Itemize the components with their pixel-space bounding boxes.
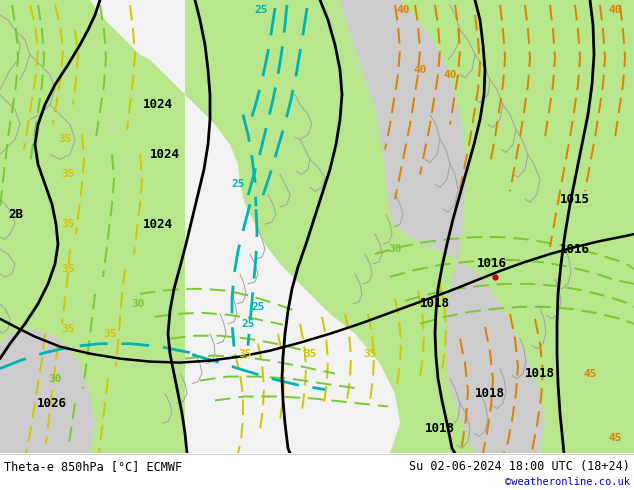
Text: 1024: 1024 bbox=[143, 218, 173, 231]
Text: 1018: 1018 bbox=[420, 297, 450, 310]
Text: 1015: 1015 bbox=[560, 193, 590, 206]
Text: 40: 40 bbox=[443, 70, 456, 80]
Text: 1018: 1018 bbox=[475, 387, 505, 400]
Polygon shape bbox=[340, 0, 545, 453]
Text: 35: 35 bbox=[61, 219, 75, 229]
Text: 45: 45 bbox=[608, 433, 622, 443]
Text: 2B: 2B bbox=[8, 208, 23, 220]
Text: 35: 35 bbox=[303, 348, 317, 359]
Text: ©weatheronline.co.uk: ©weatheronline.co.uk bbox=[505, 477, 630, 488]
Text: 30: 30 bbox=[388, 244, 402, 254]
Text: 40: 40 bbox=[396, 5, 410, 15]
Text: 25: 25 bbox=[242, 319, 255, 329]
Text: 35: 35 bbox=[58, 134, 72, 145]
Text: 25: 25 bbox=[231, 179, 245, 189]
Text: 25: 25 bbox=[251, 302, 265, 312]
Text: 1026: 1026 bbox=[37, 397, 67, 410]
Text: Su 02-06-2024 18:00 UTC (18+24): Su 02-06-2024 18:00 UTC (18+24) bbox=[409, 460, 630, 473]
Text: 35: 35 bbox=[363, 348, 377, 359]
Polygon shape bbox=[90, 0, 400, 453]
Text: 25: 25 bbox=[254, 5, 268, 15]
Text: 45: 45 bbox=[583, 368, 597, 379]
Polygon shape bbox=[0, 329, 95, 453]
Polygon shape bbox=[0, 0, 634, 453]
Text: 35: 35 bbox=[61, 170, 75, 179]
Text: 1016: 1016 bbox=[477, 257, 507, 270]
Text: 1016: 1016 bbox=[560, 243, 590, 256]
Text: Theta-e 850hPa [°C] ECMWF: Theta-e 850hPa [°C] ECMWF bbox=[4, 460, 182, 473]
Text: 30: 30 bbox=[48, 373, 61, 384]
Text: 1024: 1024 bbox=[143, 98, 173, 111]
Text: 1018: 1018 bbox=[525, 367, 555, 380]
Text: 35: 35 bbox=[238, 348, 252, 359]
Text: 35: 35 bbox=[61, 324, 75, 334]
Text: 1024: 1024 bbox=[150, 148, 180, 161]
Text: 35: 35 bbox=[103, 329, 117, 339]
Text: 40: 40 bbox=[413, 65, 427, 75]
Text: 40: 40 bbox=[608, 5, 622, 15]
Text: 1018: 1018 bbox=[425, 422, 455, 435]
Text: 30: 30 bbox=[131, 299, 145, 309]
Text: 35: 35 bbox=[61, 264, 75, 274]
